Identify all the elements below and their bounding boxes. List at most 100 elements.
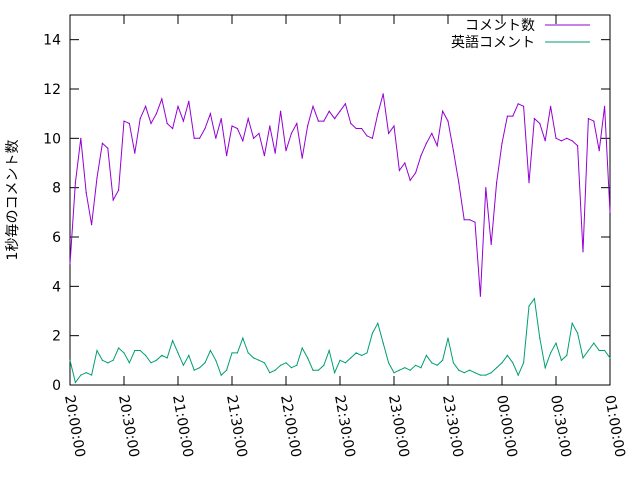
series-2-point [69,359,71,361]
series-2-point [350,357,352,359]
series-1-point [533,118,536,120]
series-1-point [172,127,174,130]
series-2-point [474,372,476,374]
series-1-point [377,113,379,115]
series-2-point [220,374,222,376]
series-1-point [393,125,395,127]
series-1-point [404,162,406,164]
series-1-point [323,120,325,122]
series-1-point [593,120,595,122]
series-2-point [485,374,487,376]
series-2-point [139,349,141,352]
series-2-point [236,352,238,354]
series-1-point [177,105,179,107]
series-2-point [577,332,579,334]
series-2-point [226,369,228,371]
series-2-point [501,362,503,364]
series-1-point [555,137,557,139]
series-1-point [280,110,282,112]
series-2-point [609,357,611,359]
series-1-point [182,120,184,122]
series-2-point [285,362,287,364]
series-2-point [301,347,303,349]
series-1-point [161,98,163,100]
series-2-point [296,364,298,366]
series-2-point [145,354,147,356]
series-2-point [361,354,363,356]
x-tick-label: 20:30:00 [115,394,142,459]
series-group [69,93,611,384]
series-1-point [247,118,249,120]
series-1-point [101,142,103,144]
series-1-point [442,110,444,112]
series-1-point [290,132,292,134]
series-1-point [139,118,141,120]
series-2-point [204,362,206,364]
series-2-point [118,347,120,349]
series-1-point [571,140,573,142]
series-1-point [74,182,76,184]
series-2-point [458,369,460,371]
y-tick-label: 12 [43,82,61,98]
plot-frame [69,14,611,386]
series-1-point [528,182,530,184]
series-2-point [409,369,411,371]
x-tick-label: 22:00:00 [277,394,304,459]
x-tick-label: 01:00:00 [601,394,628,459]
series-1-point [231,125,233,127]
series-2-point [539,337,541,339]
x-tick-label: 00:30:00 [547,394,574,459]
series-1-point [274,152,276,154]
series-1-point [258,132,260,134]
series-2-point [101,359,103,361]
x-tick-label: 21:30:00 [223,394,250,459]
series-2-point [182,364,184,366]
series-1-point [512,115,514,117]
series-2-point [274,369,276,371]
series-2-point [344,362,346,364]
series-1-point [220,118,222,120]
series-2-point [371,332,373,334]
series-1-point [544,140,546,142]
series-1-point [517,103,519,105]
series-1-point [91,224,93,226]
series-2-point [209,349,211,352]
series-1-point [452,150,454,152]
series-2-point [112,359,114,361]
x-tick-label: 21:00:00 [169,394,196,459]
series-1-point [496,182,498,184]
series-2-point [566,354,568,356]
series-2-point [107,362,109,364]
series-1-point [485,187,487,189]
series-1-point [236,127,238,130]
series-2-point [366,352,368,354]
y-tick-label: 4 [52,279,61,295]
series-2-point [452,362,454,364]
series-2-point [312,369,314,371]
series-1-point [566,137,568,139]
series-1-point [582,251,584,253]
series-2-point [555,342,557,344]
series-2-point [96,349,98,352]
x-tick-label: 22:30:00 [331,394,358,459]
series-2-line [69,297,611,384]
series-1-point [334,118,336,120]
series-2-point [512,362,514,364]
series-1-point [69,263,71,265]
series-1-point [85,192,87,194]
series-1-point [355,127,357,130]
series-2-point [598,349,600,352]
series-1-point [193,137,195,139]
series-1-point [420,155,422,157]
series-2-point [215,359,217,361]
series-1-point [425,142,427,144]
series-1-point [134,152,136,154]
series-2-point [469,369,471,371]
series-1-point [269,125,271,127]
series-1-point [215,137,217,139]
series-1-point [587,118,590,120]
series-1-point [307,125,309,127]
series-2-point [415,364,417,366]
series-2-point [490,372,492,374]
